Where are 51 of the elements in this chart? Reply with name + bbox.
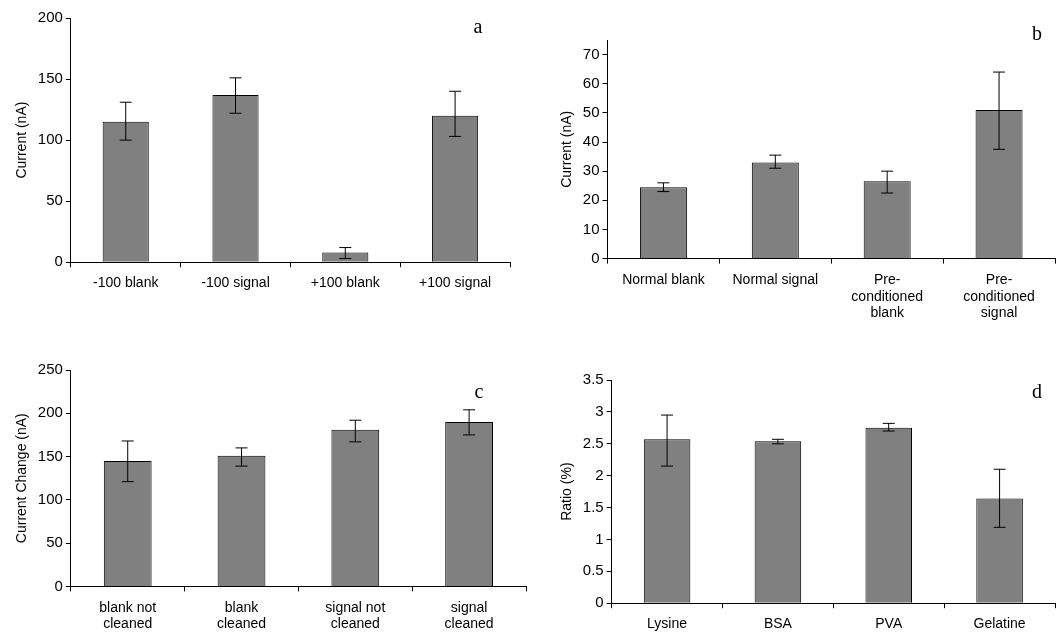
y-tick-label: 1.5	[582, 497, 604, 515]
y-tick-label: 3	[595, 402, 604, 420]
x-tick-label: Normal blank	[622, 270, 706, 287]
y-tick-label: 200	[37, 403, 63, 421]
y-tick-label: 30	[582, 161, 600, 179]
y-tick-label: 50	[46, 533, 63, 551]
y-tick-label: 0	[595, 593, 604, 611]
y-tick-label: 60	[582, 73, 600, 91]
y-tick-label: 70	[582, 44, 600, 62]
y-axis-title: Current (nA)	[558, 110, 575, 188]
y-axis-title: Current Change (nA)	[13, 413, 30, 544]
annotation: b	[1032, 22, 1042, 45]
y-tick-label: 150	[37, 446, 63, 464]
y-tick-label: 0.5	[582, 561, 604, 579]
x-tick-label: BSA	[763, 615, 793, 632]
y-tick-label: 50	[46, 191, 63, 209]
x-tick-label: +100 signal	[419, 274, 492, 291]
y-tick-label: 0	[54, 252, 63, 270]
x-tick-label: Pre-conditioned blank	[851, 270, 923, 321]
x-tick-label: Pre-conditioned signal	[963, 270, 1035, 321]
x-tick-label: blank not cleaned	[99, 598, 157, 632]
x-tick-label: PVA	[875, 615, 903, 632]
y-axis-title: Current (nA)	[13, 101, 30, 179]
x-tick-label: Normal signal	[732, 270, 819, 287]
y-tick-label: 50	[582, 103, 600, 121]
y-tick-label: 0	[591, 248, 600, 266]
y-tick-label: 10	[582, 219, 600, 237]
annotation: d	[1032, 380, 1042, 403]
y-tick-label: 1	[595, 529, 604, 547]
y-tick-label: 200	[37, 8, 63, 26]
y-tick-label: 3.5	[582, 370, 604, 388]
y-tick-label: 2.5	[582, 433, 604, 451]
y-tick-label: 100	[37, 130, 63, 148]
y-tick-label: 20	[582, 190, 600, 208]
x-tick-label: -100 blank	[93, 274, 160, 291]
x-tick-label: Gelatine	[973, 615, 1026, 632]
y-axis-title: Ratio (%)	[558, 462, 575, 521]
y-tick-label: 250	[37, 360, 63, 378]
y-tick-label: 40	[582, 132, 600, 150]
x-tick-label: -100 signal	[201, 274, 270, 291]
y-tick-label: 0	[54, 576, 63, 594]
x-tick-label: Lysine	[647, 615, 688, 632]
x-tick-label: blank cleaned	[216, 598, 267, 632]
annotation: a	[473, 15, 483, 38]
annotation: c	[474, 380, 484, 403]
y-tick-label: 100	[37, 489, 63, 507]
x-tick-label: signal not cleaned	[325, 598, 386, 632]
x-tick-label: +100 blank	[310, 274, 381, 291]
y-tick-label: 150	[37, 69, 63, 87]
x-tick-label: signal cleaned	[444, 598, 494, 632]
y-tick-label: 2	[595, 465, 604, 483]
